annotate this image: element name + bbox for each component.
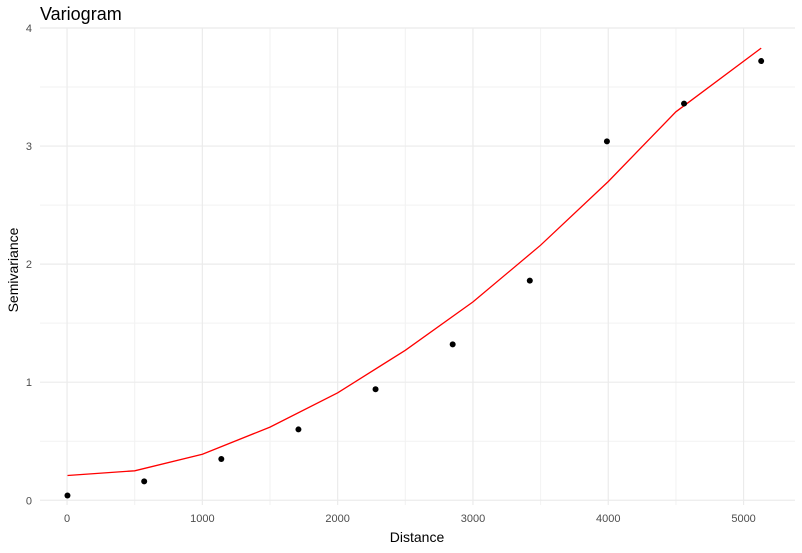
x-tick-label: 4000 bbox=[596, 513, 620, 525]
major-gridlines bbox=[40, 27, 795, 505]
fitted-variogram-line bbox=[67, 47, 762, 477]
y-axis-title: Semivariance bbox=[5, 227, 21, 312]
x-tick-label: 0 bbox=[64, 513, 70, 525]
y-tick-label: 1 bbox=[26, 377, 32, 389]
y-tick-label: 3 bbox=[26, 141, 32, 153]
empirical-points-layer bbox=[64, 58, 765, 499]
data-point bbox=[758, 58, 765, 65]
data-point bbox=[218, 455, 225, 462]
y-tick-label: 2 bbox=[26, 259, 32, 271]
data-point bbox=[526, 277, 533, 284]
x-tick-label: 2000 bbox=[325, 513, 349, 525]
minor-gridlines bbox=[40, 28, 795, 505]
data-point bbox=[295, 426, 302, 433]
y-tick-label: 4 bbox=[26, 23, 32, 35]
fitted-model-layer bbox=[67, 47, 762, 477]
x-tick-label: 1000 bbox=[190, 513, 214, 525]
tick-labels: 0 1000 2000 3000 4000 5000 0 1 2 3 4 bbox=[26, 23, 756, 525]
x-tick-label: 5000 bbox=[731, 513, 755, 525]
x-axis-title: Distance bbox=[390, 529, 445, 545]
data-point bbox=[681, 100, 688, 107]
y-tick-label: 0 bbox=[26, 495, 32, 507]
data-point bbox=[603, 138, 610, 145]
data-point bbox=[141, 478, 148, 485]
data-point bbox=[449, 341, 456, 348]
data-point bbox=[64, 492, 71, 499]
data-point bbox=[372, 386, 379, 393]
x-tick-label: 3000 bbox=[461, 513, 485, 525]
chart-title: Variogram bbox=[40, 4, 122, 24]
